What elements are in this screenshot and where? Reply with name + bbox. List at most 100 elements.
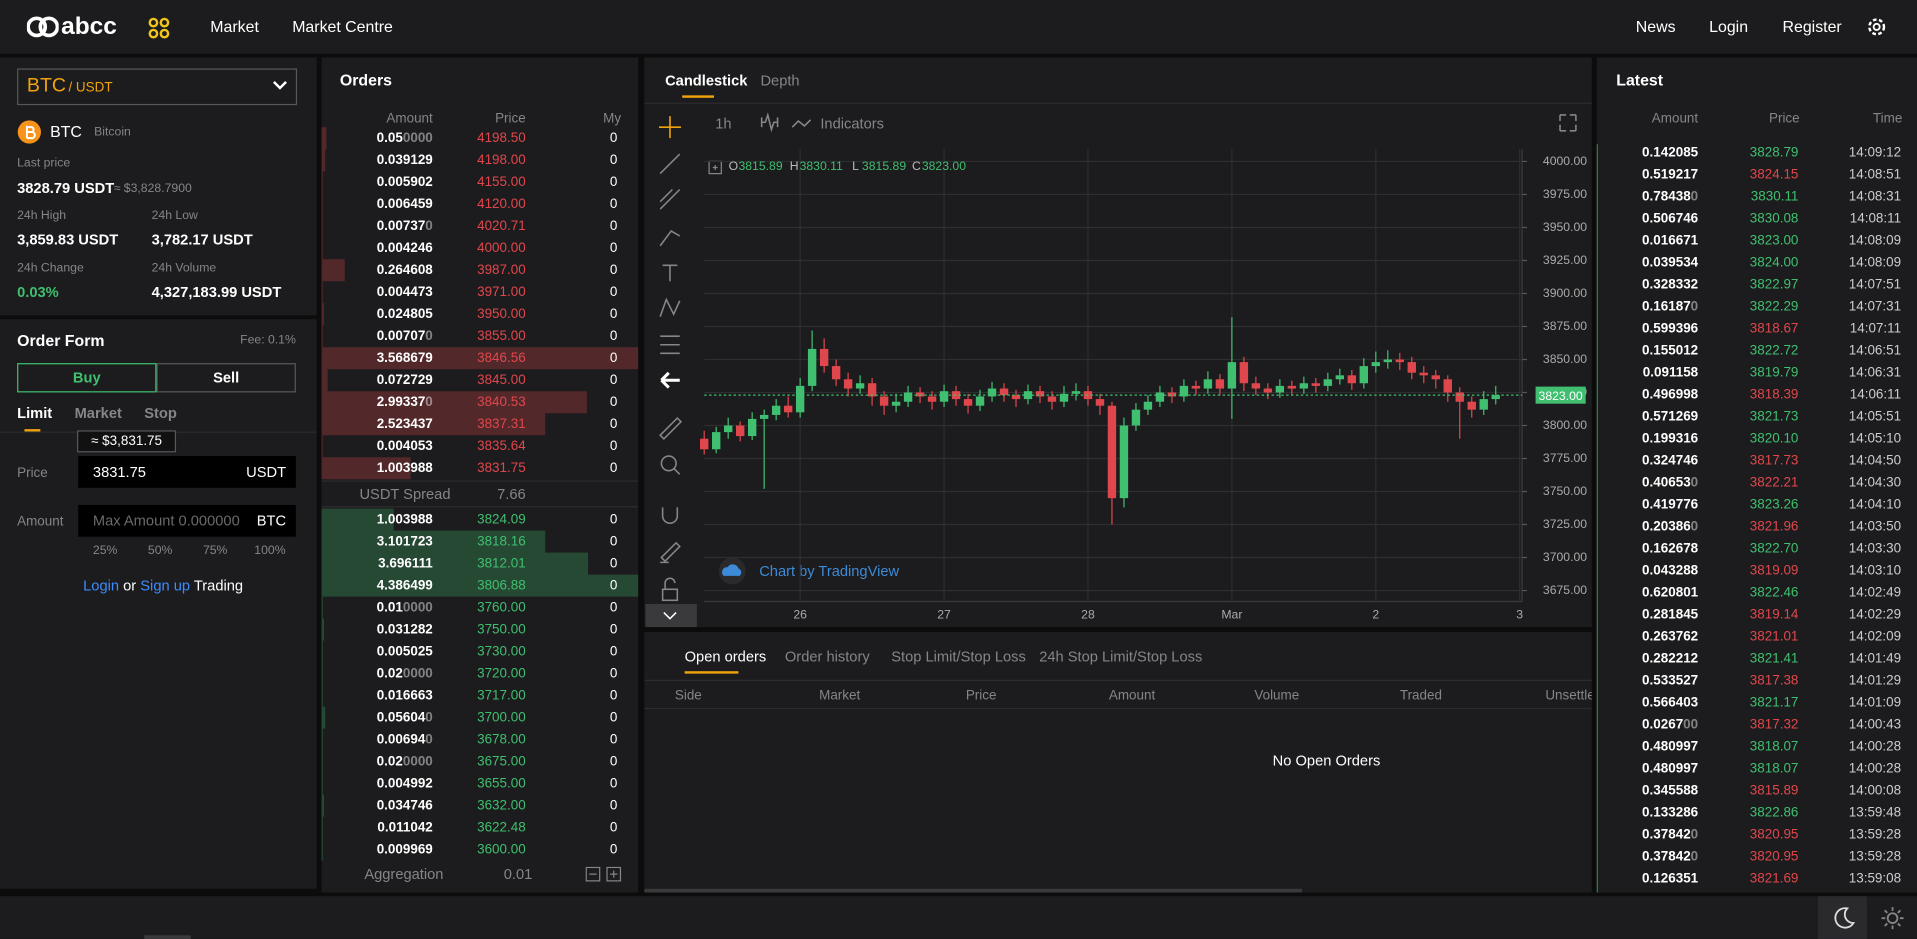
candle-body bbox=[1443, 379, 1452, 393]
order-amount: 0.007370 bbox=[376, 218, 433, 234]
price-input[interactable] bbox=[78, 456, 296, 488]
amount-input[interactable] bbox=[78, 504, 296, 537]
order-amount: 0.056040 bbox=[376, 710, 433, 725]
order-amount: 0.006459 bbox=[376, 196, 433, 212]
sun-icon[interactable] bbox=[1880, 906, 1904, 930]
tab[interactable]: Market bbox=[74, 404, 122, 422]
trade-amount: 0.599396 bbox=[1642, 321, 1699, 337]
x-tick-label: 28 bbox=[1081, 608, 1095, 622]
theme-dark[interactable] bbox=[1817, 896, 1867, 939]
nav-link[interactable]: Market Centre bbox=[292, 17, 393, 36]
x-tick-label: 2 bbox=[1372, 608, 1379, 622]
order-form-panel bbox=[0, 319, 317, 889]
candle-body bbox=[1215, 379, 1225, 389]
depth-bar bbox=[321, 259, 346, 282]
trade-price: 3822.72 bbox=[1749, 343, 1799, 359]
login-link[interactable]: Login bbox=[83, 577, 120, 595]
trade-price: 3819.09 bbox=[1749, 563, 1799, 579]
tab[interactable]: Open orders bbox=[684, 647, 767, 666]
trade-time: 14:00:28 bbox=[1848, 739, 1902, 755]
order-price: 3675.00 bbox=[477, 754, 526, 770]
coin-icon bbox=[17, 120, 41, 144]
candle-body bbox=[1059, 393, 1069, 402]
candle-body bbox=[1431, 375, 1440, 380]
order-my: 0 bbox=[609, 842, 618, 858]
divider bbox=[644, 707, 1592, 710]
x-tick-label: 26 bbox=[793, 608, 807, 622]
trade-amount: 0.345588 bbox=[1642, 783, 1699, 799]
column-header: Amount bbox=[386, 111, 433, 126]
order-my: 0 bbox=[609, 328, 618, 344]
price-value: 3831.75 bbox=[92, 463, 146, 481]
logo[interactable]: abcc bbox=[61, 13, 117, 41]
order-price: 3845.00 bbox=[477, 372, 526, 388]
depth-bar bbox=[321, 684, 323, 707]
candle-body bbox=[1467, 401, 1476, 410]
candle-body bbox=[1407, 362, 1416, 373]
candle-body bbox=[1395, 359, 1404, 363]
tab[interactable]: Stop Limit/Stop Loss bbox=[891, 647, 1026, 666]
percent[interactable]: 100% bbox=[254, 544, 286, 558]
candle-body bbox=[1155, 392, 1165, 402]
nav-link[interactable]: News bbox=[1635, 17, 1676, 36]
percent[interactable]: 25% bbox=[92, 544, 118, 558]
candle-body bbox=[819, 348, 829, 367]
tab[interactable]: Order history bbox=[784, 647, 870, 666]
order-my: 0 bbox=[609, 460, 618, 476]
tab[interactable]: Candlestick bbox=[665, 72, 748, 90]
buy-button[interactable]: Buy bbox=[17, 363, 157, 393]
tab[interactable]: Stop bbox=[144, 404, 177, 422]
trade-amount: 0.506746 bbox=[1642, 211, 1699, 227]
trade-time: 14:04:30 bbox=[1848, 475, 1902, 491]
candle-body bbox=[843, 379, 853, 389]
candle-body bbox=[771, 405, 781, 415]
orders-panel bbox=[321, 57, 639, 893]
label: 24h Volume bbox=[151, 261, 217, 276]
tab[interactable]: Limit bbox=[17, 404, 53, 422]
settings-icon[interactable] bbox=[1866, 16, 1888, 38]
depth-bar bbox=[321, 794, 325, 817]
order-price: 3730.00 bbox=[477, 644, 526, 659]
nav-link[interactable]: Register bbox=[1782, 17, 1842, 36]
legend-label: H bbox=[789, 160, 799, 174]
order-price: 3831.75 bbox=[477, 460, 526, 476]
legend-value: 3815.89 bbox=[861, 160, 907, 174]
trailing-zeros: 0 bbox=[425, 394, 433, 410]
candle-body bbox=[1227, 362, 1237, 389]
nav-link[interactable]: Market bbox=[210, 17, 259, 36]
trade-time: 14:00:28 bbox=[1848, 761, 1902, 777]
trade-time: 14:08:51 bbox=[1848, 167, 1902, 183]
trade-time: 14:04:50 bbox=[1848, 453, 1902, 469]
trade-price: 3818.07 bbox=[1749, 761, 1799, 777]
order-price: 3824.09 bbox=[477, 512, 526, 527]
depth-bar bbox=[321, 706, 326, 729]
signup-link[interactable]: Sign up bbox=[140, 577, 191, 595]
legend-value: 3823.00 bbox=[921, 160, 967, 174]
order-price: 3760.00 bbox=[477, 600, 526, 615]
indicators[interactable]: Indicators bbox=[820, 114, 884, 133]
order-my: 0 bbox=[609, 688, 618, 703]
tab[interactable]: Depth bbox=[760, 72, 800, 90]
depth-bar bbox=[321, 171, 323, 194]
trade-price: 3821.01 bbox=[1749, 629, 1799, 645]
interval[interactable]: 1h bbox=[715, 114, 732, 133]
order-price: 3835.64 bbox=[477, 438, 526, 454]
trade-price: 3817.32 bbox=[1749, 717, 1799, 733]
pair-selector[interactable] bbox=[17, 68, 298, 106]
apps-icon[interactable] bbox=[148, 17, 170, 39]
percent[interactable]: 50% bbox=[147, 544, 173, 558]
order-price: 3818.16 bbox=[477, 534, 526, 549]
trade-time: 14:02:29 bbox=[1848, 607, 1902, 623]
candle-body bbox=[1359, 366, 1369, 384]
aggregation-label: Aggregation bbox=[364, 865, 444, 883]
sell-button[interactable]: Sell bbox=[156, 363, 296, 393]
trailing-zeros: 0000 bbox=[402, 754, 433, 770]
candle-body bbox=[963, 399, 973, 406]
percent[interactable]: 75% bbox=[202, 544, 228, 558]
nav-link[interactable]: Login bbox=[1709, 17, 1749, 36]
tab[interactable]: 24h Stop Limit/Stop Loss bbox=[1039, 647, 1203, 666]
tradingview-credit[interactable]: Chart by TradingView bbox=[759, 564, 899, 580]
candle-body bbox=[1491, 395, 1500, 400]
aggregation-controls[interactable] bbox=[585, 866, 623, 883]
depth-bar bbox=[321, 413, 546, 436]
